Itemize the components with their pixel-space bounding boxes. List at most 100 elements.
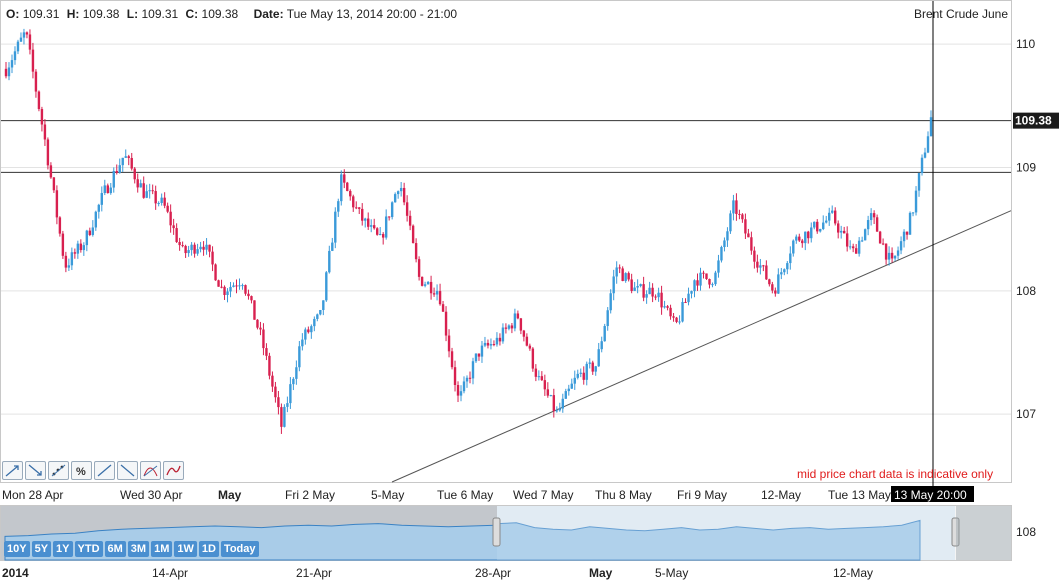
range-button-1m[interactable]: 1M — [151, 541, 173, 557]
candle-down — [106, 185, 109, 194]
y-tick-label: 109 — [1016, 161, 1036, 175]
candle-down — [905, 231, 909, 235]
percent-icon[interactable]: % — [71, 461, 92, 480]
candle-up — [822, 222, 825, 229]
candle-down — [352, 196, 355, 208]
candle-up — [804, 231, 807, 244]
y-axis-ticks: 107 108 109 110 — [1016, 37, 1036, 421]
candle-down — [543, 380, 547, 390]
candle-up — [549, 395, 553, 397]
candle-up — [624, 273, 627, 282]
navigator-handle-left[interactable] — [492, 517, 501, 547]
candle-down — [346, 182, 349, 191]
candle-up — [70, 252, 74, 266]
candle-up — [10, 60, 14, 68]
date-label: Date: — [253, 7, 284, 21]
line-down-icon[interactable] — [117, 461, 138, 480]
range-button-5y[interactable]: 5Y — [31, 541, 52, 557]
candle-up — [94, 211, 98, 228]
candle-down — [235, 285, 238, 287]
candle-up — [831, 210, 834, 213]
candle-up — [639, 284, 642, 287]
candle-up — [13, 51, 17, 61]
candle-down — [256, 319, 259, 328]
candle-up — [911, 212, 915, 214]
candle-down — [361, 208, 364, 221]
y-tick-label: 108 — [1016, 284, 1036, 298]
trend-line[interactable] — [391, 210, 1012, 483]
candle-down — [420, 276, 424, 286]
candle-down — [259, 327, 262, 330]
navigator-handle-right[interactable] — [951, 517, 960, 547]
range-button-today[interactable]: Today — [220, 541, 259, 557]
range-button-1y[interactable]: 1Y — [53, 541, 73, 557]
candle-down — [642, 284, 645, 298]
candle-up — [585, 363, 588, 380]
candle-down — [130, 157, 133, 169]
candle-up — [633, 287, 636, 291]
candle-up — [594, 366, 597, 372]
range-button-6m[interactable]: 6M — [104, 541, 126, 557]
candle-down — [747, 233, 750, 238]
candle-up — [160, 197, 163, 204]
candle-down — [367, 218, 370, 227]
candle-down — [37, 91, 41, 110]
navigator-selection[interactable] — [497, 506, 955, 560]
range-button-ytd[interactable]: YTD — [74, 541, 103, 557]
y-tick-label: 107 — [1016, 407, 1036, 421]
x-tick-label: Mon 28 Apr — [2, 488, 63, 502]
range-button-1w[interactable]: 1W — [174, 541, 197, 557]
crosshair-time-label: 13 May 20:00 — [891, 486, 974, 502]
candle-up — [286, 403, 289, 407]
candle-down — [630, 279, 633, 291]
range-button-3m[interactable]: 3M — [127, 541, 150, 557]
candle-down — [798, 236, 801, 241]
x-tick-label: Tue 13 May — [828, 488, 891, 502]
fib-icon[interactable] — [140, 461, 161, 480]
candle-up — [396, 191, 400, 195]
crosshair-time-text: 13 May 20:00 — [894, 488, 967, 502]
navigator-right-shade — [956, 506, 1011, 560]
trend-down-icon[interactable] — [25, 461, 46, 480]
candle-up — [887, 252, 891, 260]
candle-up — [681, 301, 684, 322]
low-label: L: — [126, 7, 139, 21]
candle-down — [438, 291, 442, 305]
candle-up — [310, 326, 313, 333]
candle-up — [435, 291, 439, 295]
range-button-1d[interactable]: 1D — [198, 541, 219, 557]
candle-up — [157, 203, 160, 205]
wave-icon[interactable] — [163, 461, 184, 480]
candle-down — [43, 124, 47, 140]
scatter-icon[interactable] — [48, 461, 69, 480]
horizontal-lines — [1, 120, 1011, 173]
candle-down — [181, 245, 184, 247]
line-up-icon[interactable] — [94, 461, 115, 480]
range-button-10y[interactable]: 10Y — [4, 541, 30, 557]
candle-up — [465, 377, 469, 382]
candle-down — [274, 386, 277, 398]
candle-down — [250, 296, 253, 301]
candle-up — [16, 41, 20, 52]
candle-up — [495, 337, 499, 345]
candle-up — [863, 229, 867, 241]
candle-down — [453, 367, 457, 386]
candle-down — [208, 244, 211, 252]
x-tick-label: Tue 6 May — [437, 488, 493, 502]
instrument-name: Brent Crude June — [913, 7, 1008, 21]
candle-up — [229, 286, 232, 292]
x-tick-label: 12-May — [761, 488, 801, 502]
candle-up — [199, 246, 202, 250]
last-price-text: 109.38 — [1015, 114, 1052, 128]
candle-down — [193, 244, 196, 254]
candle-down — [768, 279, 771, 285]
candle-up — [85, 230, 89, 246]
high-value: 109.38 — [82, 7, 120, 21]
candle-down — [4, 68, 8, 77]
trend-up-icon[interactable] — [2, 461, 23, 480]
navigator-x-label: 12-May — [833, 566, 873, 580]
candle-down — [675, 317, 678, 322]
candle-up — [606, 310, 609, 327]
candle-up — [929, 117, 933, 137]
